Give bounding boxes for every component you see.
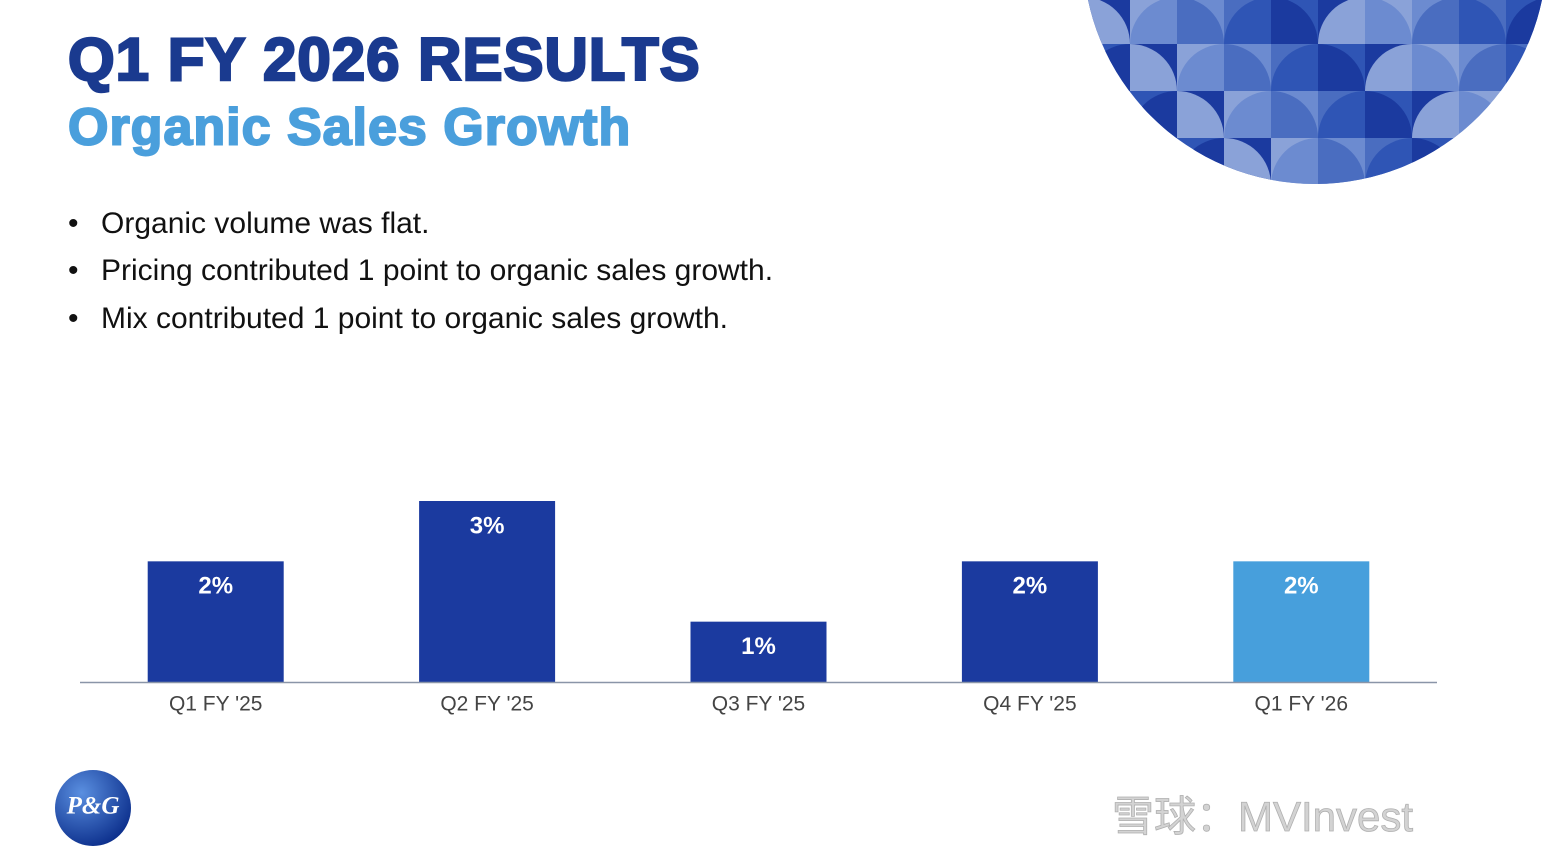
x-tick-label: Q3 FY '25 — [712, 693, 806, 716]
pattern-arc — [1412, 91, 1459, 138]
pattern-tile — [1412, 185, 1459, 232]
pattern-tile — [1318, 185, 1365, 232]
title: Q1 FY 2026 RESULTS — [68, 26, 701, 93]
value-label: 2% — [1013, 573, 1048, 600]
pattern-arc — [1177, 91, 1224, 138]
pattern-tile — [1177, 185, 1224, 232]
bullet-dot: • — [68, 254, 79, 287]
value-label: 2% — [1284, 573, 1319, 600]
pattern-arc — [1224, 91, 1271, 138]
subtitle: Organic Sales Growth — [68, 99, 631, 157]
bullet: Pricing contributed 1 point to organic s… — [101, 254, 773, 287]
bullet-list: • Organic volume was flat. • Pricing con… — [68, 207, 773, 335]
pattern-arc — [1271, 44, 1318, 91]
pattern-arc — [1224, 44, 1271, 91]
pattern-tile — [1506, 185, 1542, 232]
pattern-tile — [1083, 138, 1130, 184]
pattern-arc — [1412, 44, 1459, 91]
watermark: 雪球：MVInvest — [1112, 793, 1413, 840]
pattern-tile — [1506, 91, 1542, 138]
pattern-arc — [1506, 138, 1542, 184]
pattern-tile — [1130, 185, 1177, 232]
pattern-arc — [1224, 185, 1271, 232]
pattern-arc — [1412, 138, 1459, 184]
pattern-arc — [1177, 138, 1224, 184]
pattern-arc — [1130, 44, 1177, 91]
value-label: 3% — [470, 512, 505, 539]
bar — [961, 561, 1098, 682]
pattern-arc — [1177, 0, 1224, 44]
pattern-arc — [1271, 185, 1318, 232]
pattern-arc — [1318, 44, 1365, 91]
logo-circle — [55, 770, 131, 846]
pattern-arc — [1412, 185, 1459, 232]
pattern-arc — [1083, 91, 1130, 138]
pattern-arc — [1318, 185, 1365, 232]
pattern-arc — [1271, 138, 1318, 184]
pattern-arc — [1130, 185, 1177, 232]
bar — [1233, 561, 1370, 682]
pattern-arc — [1083, 185, 1130, 232]
logo: P&G — [55, 770, 131, 846]
bullet: Organic volume was flat. — [101, 207, 429, 240]
pattern-tile — [1506, 138, 1542, 184]
pattern-arc — [1506, 91, 1542, 138]
pattern-arc — [1459, 44, 1506, 91]
pattern-arc — [1506, 185, 1542, 232]
value-label: 2% — [198, 573, 233, 600]
pattern-arc — [1271, 0, 1318, 44]
pattern-tile — [1224, 185, 1271, 232]
pattern-arc — [1177, 44, 1224, 91]
pattern-tile — [1083, 91, 1130, 138]
pattern-arc — [1365, 0, 1412, 44]
bar — [419, 501, 556, 682]
pattern-arc — [1459, 91, 1506, 138]
pattern-arc — [1365, 44, 1412, 91]
bar — [690, 621, 827, 682]
pattern-arc — [1130, 0, 1177, 44]
pattern-arc — [1506, 44, 1542, 91]
x-tick-label: Q2 FY '25 — [440, 693, 534, 716]
pattern-tile — [1459, 138, 1506, 184]
pattern-arc — [1177, 185, 1224, 232]
bullet: Mix contributed 1 point to organic sales… — [101, 302, 728, 335]
pattern-arc — [1365, 185, 1412, 232]
bar — [147, 561, 284, 682]
pattern-arc — [1224, 0, 1271, 44]
bullet-dot: • — [68, 207, 79, 240]
bullet-dot: • — [68, 302, 79, 335]
pattern-arc — [1318, 91, 1365, 138]
pattern-tile — [1130, 138, 1177, 184]
pattern-tile — [1365, 185, 1412, 232]
pattern-arc — [1083, 44, 1130, 91]
pattern-arc — [1318, 0, 1365, 44]
pattern-arc — [1412, 0, 1459, 44]
decorative-pattern — [1083, 0, 1542, 232]
pattern-arc — [1271, 91, 1318, 138]
value-label: 1% — [741, 633, 776, 660]
pattern-arc — [1365, 91, 1412, 138]
pattern-arc — [1459, 138, 1506, 184]
pattern-tile — [1459, 185, 1506, 232]
logo-text: P&G — [66, 793, 120, 820]
pattern-arc — [1318, 138, 1365, 184]
pattern-arc — [1130, 138, 1177, 184]
pattern-arc — [1459, 0, 1506, 44]
x-tick-label: Q1 FY '25 — [169, 693, 263, 716]
pattern-tile — [1083, 185, 1130, 232]
pattern-arc — [1459, 185, 1506, 232]
x-tick-label: Q1 FY '26 — [1255, 693, 1349, 716]
x-tick-label: Q4 FY '25 — [983, 693, 1077, 716]
pattern-tile — [1271, 185, 1318, 232]
pattern-arc — [1083, 138, 1130, 184]
bar-chart: 2% Q1 FY '25 3% Q2 FY '25 1% Q3 FY '25 2% Q4 FY… — [147, 501, 1370, 716]
